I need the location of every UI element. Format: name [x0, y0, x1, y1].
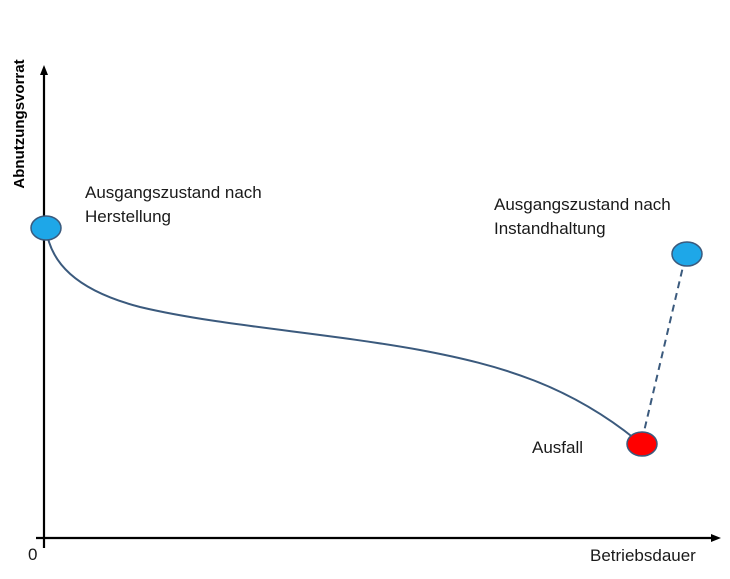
start-point-marker	[30, 215, 62, 241]
restoration-dashed-line	[641, 253, 687, 441]
failure-point-marker	[626, 431, 658, 457]
x-axis-label: Betriebsdauer	[590, 546, 696, 565]
restored-point-marker	[671, 241, 703, 267]
y-axis-label: Abnutzungsvorrat	[11, 59, 28, 188]
failure-point-label: Ausfall	[532, 438, 583, 457]
start-point-label-line2: Herstellung	[85, 207, 171, 226]
restored-point-label-line1: Ausgangszustand nach	[494, 195, 671, 214]
origin-label: 0	[28, 545, 37, 564]
start-point-label-line1: Ausgangszustand nach	[85, 183, 262, 202]
restored-point-label-line2: Instandhaltung	[494, 219, 606, 238]
wear-curve	[45, 227, 641, 444]
